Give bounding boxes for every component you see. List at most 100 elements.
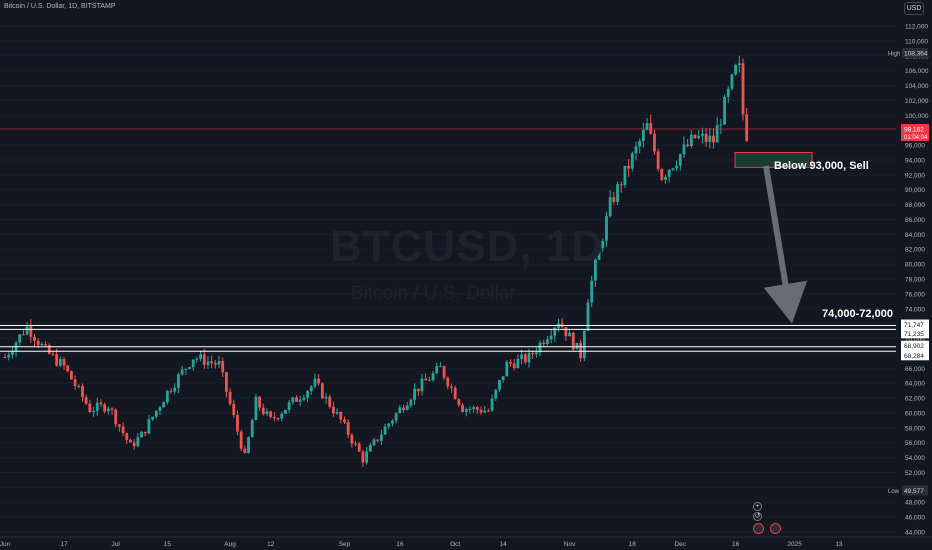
candle-body <box>486 410 490 412</box>
price-tick-label: 96,000 <box>905 143 925 150</box>
candle-body <box>391 420 394 424</box>
level-value: 71,747 <box>904 322 924 329</box>
candle-body <box>95 402 99 411</box>
candle-body <box>140 431 143 438</box>
candle-body <box>457 399 461 406</box>
candle-body <box>88 403 92 413</box>
candle-body <box>29 325 33 337</box>
candle-body <box>442 366 446 378</box>
candle-body <box>250 420 254 438</box>
price-tick-label: 86,000 <box>905 217 925 224</box>
candle-body <box>10 351 14 356</box>
candle-body <box>191 359 195 368</box>
candle-body <box>394 413 398 421</box>
candle-body <box>387 423 391 427</box>
candle-body <box>531 352 535 355</box>
candle-body <box>564 327 568 337</box>
candle-body <box>505 361 509 377</box>
zoom-in-icon[interactable]: + <box>753 502 762 511</box>
candle-body <box>616 184 619 202</box>
price-tick-label: 48,000 <box>905 500 925 507</box>
candle-body <box>472 407 476 410</box>
candle-body <box>719 124 723 126</box>
candle-body <box>110 408 114 410</box>
event-flag-icon[interactable] <box>770 523 781 534</box>
time-tick-label: 2025 <box>787 541 802 548</box>
candle-body <box>169 390 173 392</box>
time-tick-label: Jun <box>0 541 11 548</box>
time-tick-label: Dec <box>674 541 686 548</box>
candle-body <box>708 135 712 142</box>
event-flag-icon[interactable] <box>753 523 764 534</box>
candle-body <box>188 367 191 369</box>
price-tick-label: 52,000 <box>905 470 925 477</box>
countdown-value: 01:04:04 <box>904 135 928 141</box>
target-arrow <box>763 165 808 324</box>
time-tick-label: Aug <box>224 541 236 548</box>
candle-body <box>287 402 291 410</box>
candle-body <box>730 74 734 89</box>
currency-button[interactable]: USD <box>904 2 924 15</box>
candle-body <box>3 357 7 359</box>
candle-body <box>575 342 579 350</box>
candle-body <box>686 144 690 147</box>
time-tick-label: 18 <box>629 541 637 548</box>
candle-body <box>269 411 273 417</box>
price-tick-label: 62,000 <box>905 396 925 403</box>
candle-body <box>147 419 151 434</box>
price-tick-label: 76,000 <box>905 291 925 298</box>
candle-body <box>36 340 40 345</box>
candle-body <box>177 374 180 388</box>
candle-body <box>494 389 498 399</box>
level-value: 68,284 <box>904 353 924 360</box>
candle-body <box>623 165 627 186</box>
candle-body <box>461 405 464 412</box>
price-tick-label: 84,000 <box>905 232 925 239</box>
candle-body <box>715 125 719 143</box>
reset-chart-icon[interactable]: ↺ <box>753 512 762 521</box>
candle-body <box>328 396 332 407</box>
candle-body <box>320 383 324 399</box>
candle-body <box>58 359 62 366</box>
candle-body <box>7 355 11 358</box>
candle-body <box>627 165 631 169</box>
candle-body <box>199 354 202 359</box>
candle-body <box>84 397 88 404</box>
candle-body <box>512 363 516 369</box>
time-tick-label: Sep <box>339 541 351 548</box>
candle-body <box>664 176 667 180</box>
candle-body <box>464 409 468 412</box>
candle-body <box>523 354 527 363</box>
candle-body <box>590 280 594 303</box>
candle-body <box>213 362 217 365</box>
candle-body <box>121 426 125 434</box>
level-tag <box>901 350 929 361</box>
candle-body <box>571 332 575 350</box>
price-tick-label: 94,000 <box>905 157 925 164</box>
extreme-value: 108,364 <box>904 51 928 58</box>
extreme-tag <box>902 485 928 496</box>
candle-body <box>453 387 457 400</box>
candle-body <box>641 129 645 142</box>
price-tick-label: 106,000 <box>905 68 929 75</box>
extreme-tag <box>902 48 928 59</box>
candle-body <box>350 434 354 444</box>
time-tick-label: 16 <box>732 541 740 548</box>
sell-zone-box <box>734 152 813 168</box>
candle-body <box>479 409 483 413</box>
candle-body <box>117 424 121 427</box>
candle-body <box>221 361 225 373</box>
candle-body <box>272 416 276 419</box>
candle-body <box>656 151 660 170</box>
candle-body <box>372 439 376 446</box>
candle-body <box>427 380 431 382</box>
candle-body <box>239 431 243 449</box>
candle-body <box>745 114 749 141</box>
candle-body <box>236 415 239 432</box>
time-tick-label: 12 <box>267 541 275 548</box>
candle-body <box>546 339 549 345</box>
price-tick-label: 78,000 <box>905 277 925 284</box>
price-tick-label: 102,000 <box>905 98 929 105</box>
candle-body <box>125 433 129 440</box>
